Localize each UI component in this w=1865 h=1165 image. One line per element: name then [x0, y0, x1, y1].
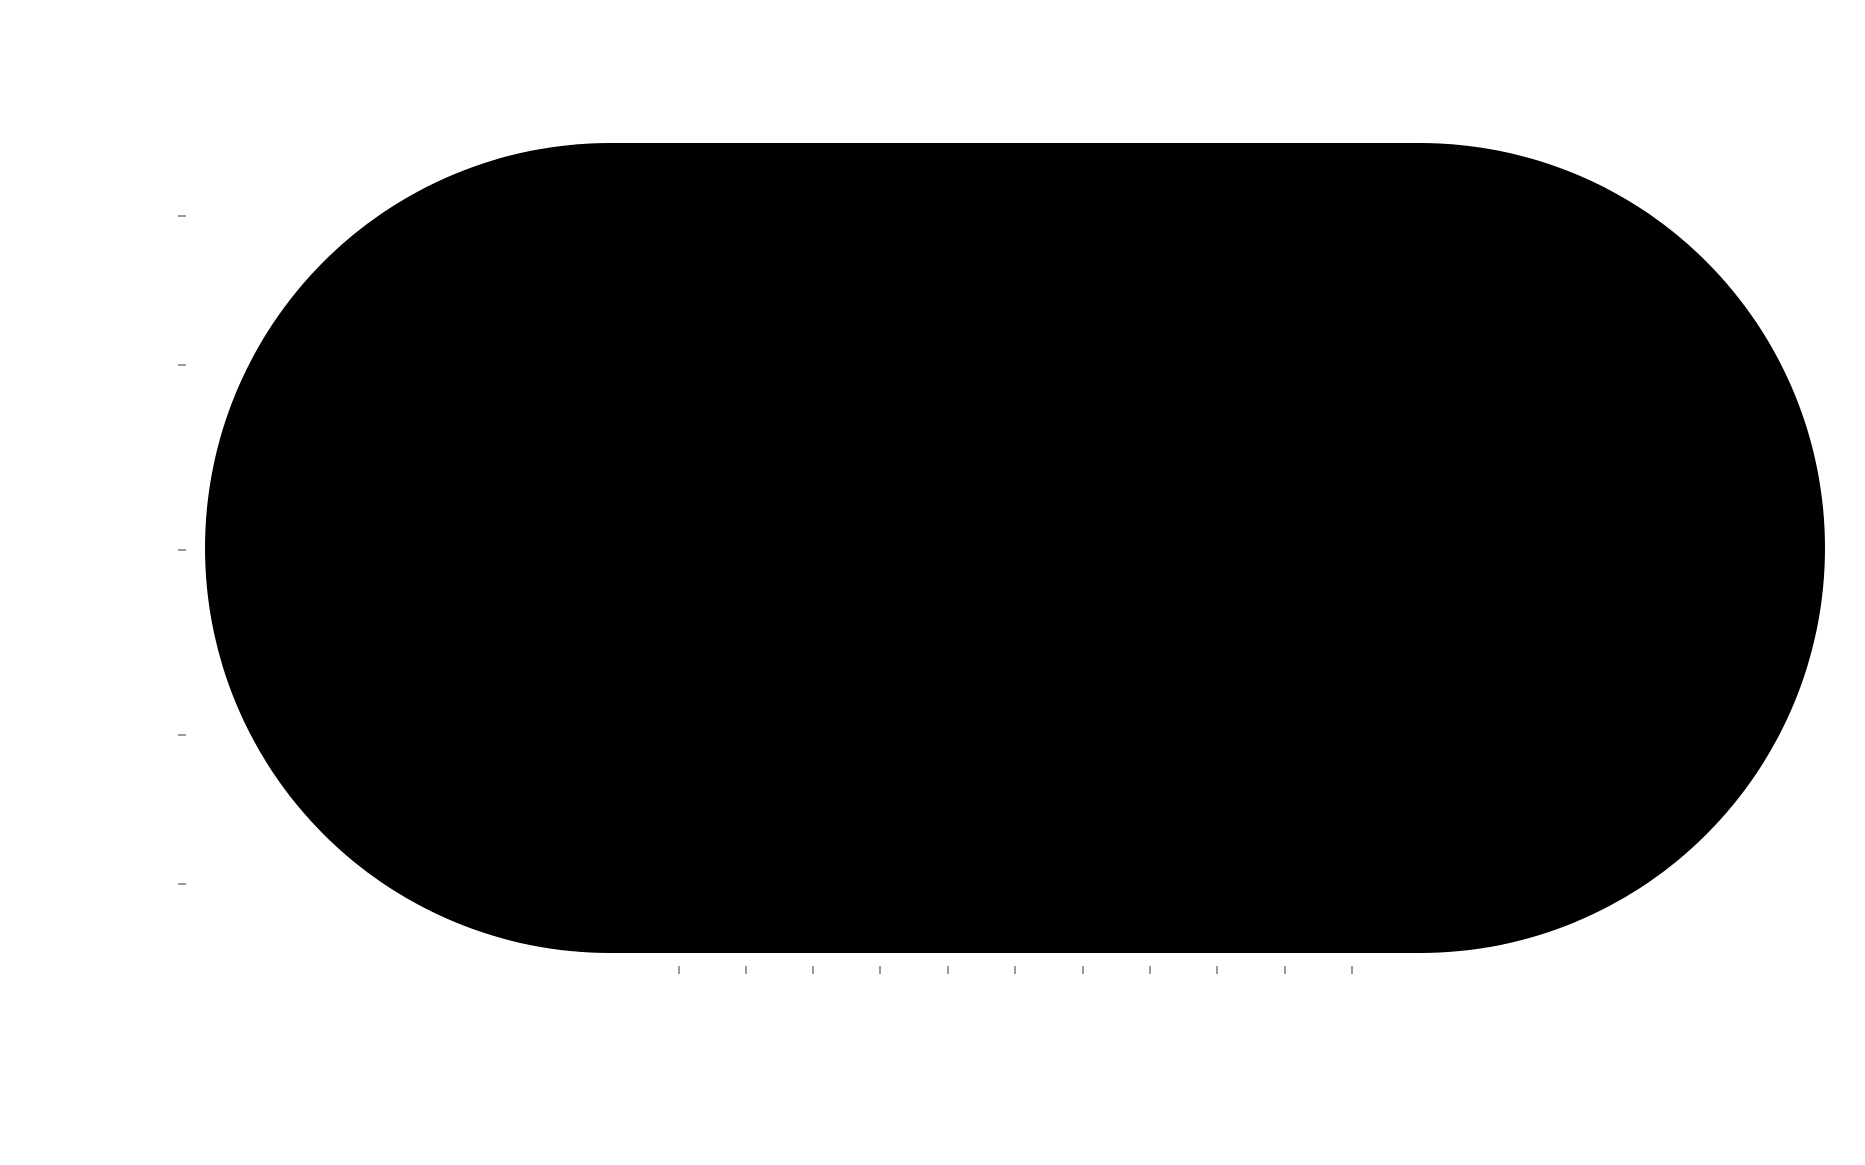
india: [1340, 380, 1410, 500]
region-central-asia: [1208, 248, 1465, 368]
madagascar: [1230, 630, 1260, 690]
new-guinea: [1640, 545, 1720, 575]
region-anatolia: [1132, 304, 1164, 328]
arctic-islands: [600, 150, 720, 172]
occurrence-layer: [520, 226, 1465, 858]
borneo: [1540, 490, 1585, 540]
region-patagonia-2: [783, 845, 795, 853]
greenland: [820, 148, 1000, 245]
region-western-north-america-minor: [548, 325, 575, 355]
longitude-axis: [678, 966, 1353, 974]
alaska: [420, 185, 480, 230]
europe: [990, 170, 1220, 340]
south-america: [665, 520, 860, 870]
region-patagonia: [718, 752, 758, 858]
japan: [1590, 280, 1630, 340]
british-isles: [1000, 235, 1020, 270]
legend-swatch-minor: [358, 610, 392, 644]
southeast-asia-islands: [1500, 520, 1700, 585]
legend: [358, 576, 392, 644]
scandinavia: [1065, 170, 1140, 230]
latitude-axis: [178, 215, 186, 885]
legend-swatch-major: [358, 576, 392, 610]
antarctica: [760, 910, 1600, 953]
cuba: [700, 445, 760, 460]
africa: [950, 345, 1260, 760]
region-mongolia: [1320, 226, 1445, 268]
region-tibet-minor: [1270, 318, 1310, 340]
north-america: [410, 170, 830, 505]
region-iran: [1222, 340, 1278, 392]
australia: [1535, 620, 1700, 760]
